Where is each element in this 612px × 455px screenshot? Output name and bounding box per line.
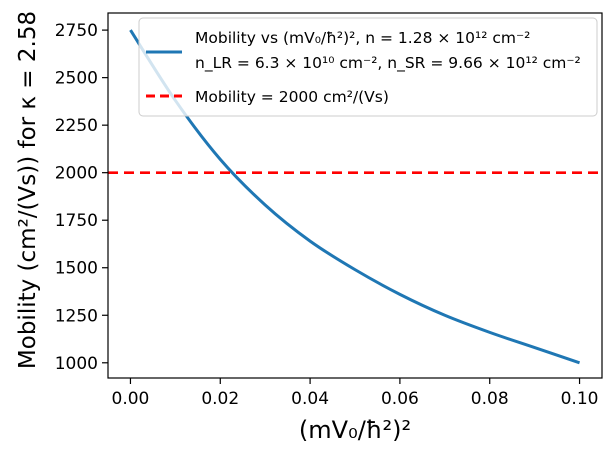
plot-frame xyxy=(107,12,603,379)
x-axis-label: (mV₀/ħ²)² xyxy=(299,416,411,444)
y-tick-label: 1750 xyxy=(55,211,98,231)
x-tick-label: 0.04 xyxy=(291,389,329,409)
y-axis-label: Mobility (cm²/(Vs)) for κ = 2.58 xyxy=(15,11,41,369)
y-tick-label: 2750 xyxy=(55,21,98,41)
x-ticks: 0.00 0.02 0.04 0.06 0.08 0.10 xyxy=(112,378,599,409)
x-tick-label: 0.10 xyxy=(561,389,599,409)
y-tick-label: 2000 xyxy=(55,164,98,184)
y-tick-label: 2500 xyxy=(55,69,98,89)
y-tick-label: 2250 xyxy=(55,116,98,136)
mobility-curve xyxy=(129,29,581,365)
y-ticks: 1000 1250 1500 1750 2000 2250 2500 2750 xyxy=(55,21,108,374)
x-tick-label: 0.08 xyxy=(471,389,509,409)
legend: Mobility vs (mV₀/ħ²)², n = 1.28 × 10¹² c… xyxy=(138,17,598,117)
curve-layer xyxy=(129,29,581,365)
legend-label-curve-line1: Mobility vs (mV₀/ħ²)², n = 1.28 × 10¹² c… xyxy=(195,29,530,47)
y-tick-label: 1000 xyxy=(55,354,98,374)
legend-box xyxy=(138,17,598,117)
x-tick-label: 0.00 xyxy=(112,389,150,409)
y-tick-label: 1500 xyxy=(55,259,98,279)
x-tick-label: 0.06 xyxy=(381,389,419,409)
legend-label-threshold: Mobility = 2000 cm²/(Vs) xyxy=(195,88,389,106)
y-tick-label: 1250 xyxy=(55,306,98,326)
x-tick-label: 0.02 xyxy=(201,389,239,409)
legend-label-curve-line2: n_LR = 6.3 × 10¹⁰ cm⁻², n_SR = 9.66 × 10… xyxy=(195,54,581,73)
